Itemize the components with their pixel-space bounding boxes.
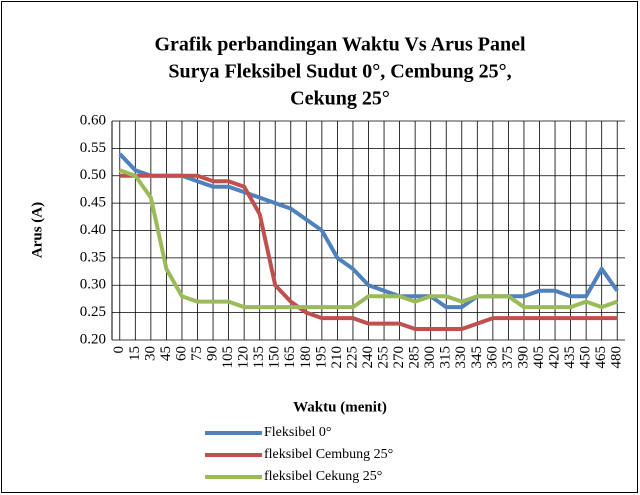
x-tick-label: 165 <box>282 346 298 369</box>
x-tick-label: 90 <box>204 346 220 361</box>
y-tick-label: 0.60 <box>80 112 106 128</box>
x-tick-label: 450 <box>578 346 594 369</box>
x-tick-label: 120 <box>236 346 252 369</box>
series-line <box>119 168 618 310</box>
legend-label: fleksibel Cembung 25° <box>264 447 393 462</box>
x-tick-label: 15 <box>127 346 143 361</box>
x-tick-label: 390 <box>515 346 531 369</box>
chart-title: Surya Fleksibel Sudut 0°, Cembung 25°, <box>168 61 511 83</box>
x-tick-label: 360 <box>484 346 500 369</box>
x-tick-label: 375 <box>500 346 516 369</box>
x-tick-label: 285 <box>407 346 423 369</box>
x-tick-label: 45 <box>158 346 174 361</box>
y-tick-label: 0.25 <box>80 304 106 320</box>
x-tick-label: 105 <box>220 346 236 369</box>
x-tick-label: 480 <box>609 346 625 369</box>
x-tick-label: 180 <box>298 346 314 369</box>
series-line <box>118 152 619 310</box>
x-tick-label: 150 <box>267 346 283 369</box>
x-tick-label: 345 <box>469 346 485 369</box>
chart-title: Cekung 25° <box>290 88 390 110</box>
y-tick-label: 0.20 <box>80 331 106 347</box>
x-tick-label: 0 <box>111 346 127 354</box>
series-line <box>119 173 618 332</box>
x-axis-title: Waktu (menit) <box>293 399 387 415</box>
x-tick-label: 75 <box>189 346 205 361</box>
y-tick-label: 0.50 <box>80 167 106 183</box>
legend-label: fleksibel Cekung 25° <box>264 469 382 484</box>
x-tick-label: 135 <box>251 346 267 369</box>
x-tick-label: 270 <box>391 346 407 369</box>
x-tick-label: 405 <box>531 346 547 369</box>
chart-title: Grafik perbandingan Waktu Vs Arus Panel <box>154 34 525 56</box>
y-axis-title: Arus (A) <box>29 202 45 258</box>
x-tick-label: 60 <box>173 346 189 361</box>
y-tick-label: 0.35 <box>80 249 106 265</box>
y-tick-label: 0.30 <box>80 277 106 293</box>
y-tick-label: 0.55 <box>80 140 106 156</box>
x-tick-label: 225 <box>344 346 360 369</box>
x-tick-label: 465 <box>593 346 609 369</box>
x-tick-label: 195 <box>313 346 329 369</box>
x-tick-label: 300 <box>422 346 438 369</box>
y-tick-label: 0.40 <box>80 222 106 238</box>
x-tick-label: 210 <box>329 346 345 369</box>
legend-label: Fleksibel 0° <box>264 425 331 440</box>
x-tick-label: 30 <box>142 346 158 361</box>
x-tick-label: 255 <box>375 346 391 369</box>
x-tick-label: 315 <box>438 346 454 369</box>
x-tick-label: 240 <box>360 346 376 369</box>
x-tick-label: 420 <box>546 346 562 369</box>
x-tick-label: 435 <box>562 346 578 369</box>
y-tick-label: 0.45 <box>80 195 106 211</box>
x-tick-label: 330 <box>453 346 469 369</box>
